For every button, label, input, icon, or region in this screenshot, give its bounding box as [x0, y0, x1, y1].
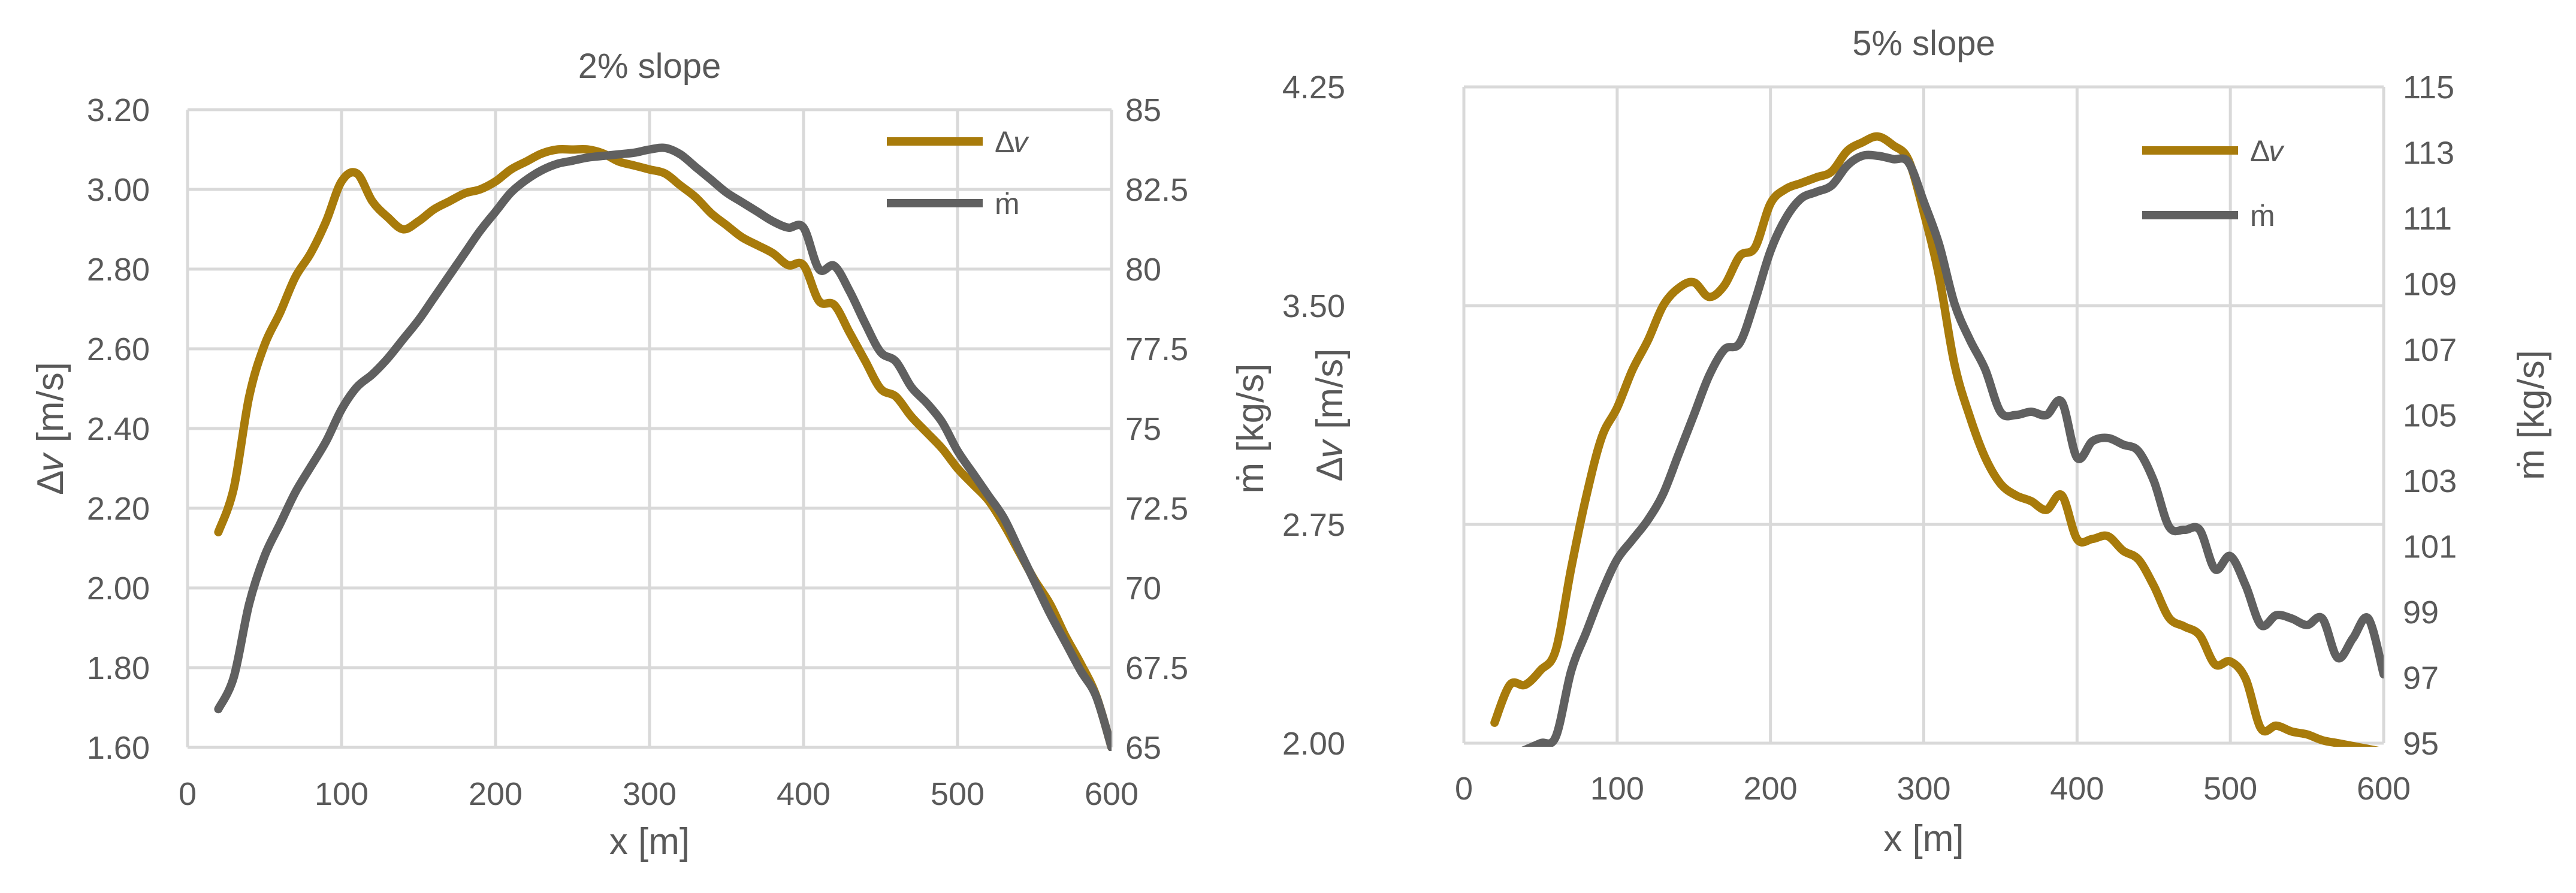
x-tick-label: 0: [179, 776, 197, 812]
y-tick-label: 2.75: [1282, 507, 1345, 543]
legend-entry: Δ𝑣: [887, 125, 1029, 159]
gridlines: [186, 108, 1113, 749]
y2-tick-label: 107: [2403, 332, 2457, 368]
x-axis-label: x [m]: [609, 821, 690, 862]
x-tick-label: 600: [1085, 776, 1138, 812]
y2-tick-label: 111: [2403, 201, 2452, 237]
x-tick-label: 0: [1455, 771, 1473, 807]
x-tick-label: 200: [1744, 771, 1798, 807]
series-line: [1490, 132, 2379, 747]
y2-tick-label: 77.5: [1125, 331, 1188, 367]
y-axis-label: Δ𝑣 [m/s]: [1309, 348, 1351, 481]
chart-title: 5% slope: [1852, 24, 1995, 63]
legend-entry: ṁ: [887, 187, 1020, 221]
y-tick-label: 4.25: [1282, 70, 1345, 105]
y2-tick-label: 105: [2403, 398, 2457, 434]
y2-tick-label: 72.5: [1125, 491, 1188, 527]
y2-axis-label: ṁ [kg/s]: [1230, 363, 1272, 493]
chart-2pct-slope: 2% slope 0 100 200 300 400 500 600 1.60 1.80 2.00 2…: [30, 47, 1272, 862]
y-tick-label: 1.80: [87, 650, 150, 686]
y2-tick-label: 99: [2403, 595, 2439, 630]
x-tick-label: 100: [1590, 771, 1644, 807]
y-tick-label: 2.00: [87, 571, 150, 607]
y-tick-label: 3.50: [1282, 288, 1345, 324]
y-tick-label: 3.00: [87, 172, 150, 208]
y2-tick-label: 95: [2403, 726, 2439, 762]
legend-entry: ṁ: [2142, 199, 2275, 233]
gridlines: [1462, 85, 2385, 745]
y-tick-label: 2.00: [1282, 726, 1345, 762]
x-tick-label: 600: [2357, 771, 2411, 807]
y-tick-label: 2.80: [87, 252, 150, 288]
series-line: [214, 143, 1112, 751]
y2-tick-label: 85: [1125, 92, 1161, 128]
chart-title: 2% slope: [578, 47, 721, 86]
x-tick-label: 400: [777, 776, 831, 812]
x-tick-label: 300: [623, 776, 677, 812]
y-tick-label: 2.60: [87, 331, 150, 367]
y2-tick-label: 101: [2403, 529, 2457, 565]
x-tick-label: 300: [1896, 771, 1950, 807]
y2-tick-label: 113: [2403, 135, 2454, 171]
y2-tick-label: 65: [1125, 730, 1161, 766]
y2-tick-label: 109: [2403, 267, 2457, 303]
series-line: [214, 145, 1112, 751]
y-tick-label: 1.60: [87, 730, 150, 766]
x-tick-label: 100: [315, 776, 369, 812]
y-tick-label: 2.20: [87, 491, 150, 527]
legend-label: ṁ: [2250, 199, 2275, 233]
y2-tick-label: 70: [1125, 571, 1161, 607]
y2-tick-label: 75: [1125, 411, 1161, 447]
y2-tick-label: 115: [2403, 70, 2454, 105]
y-tick-label: 2.40: [87, 411, 150, 447]
x-tick-label: 500: [2203, 771, 2257, 807]
y-tick-label: 3.20: [87, 92, 150, 128]
x-tick-label: 400: [2050, 771, 2104, 807]
y2-tick-label: 67.5: [1125, 650, 1188, 686]
series-line: [1521, 150, 2384, 747]
y2-tick-label: 80: [1125, 252, 1161, 288]
legend-label: ṁ: [995, 187, 1020, 221]
x-tick-label: 200: [469, 776, 523, 812]
x-axis-label: x [m]: [1883, 818, 1964, 859]
y2-tick-label: 97: [2403, 660, 2439, 696]
y2-axis-label: ṁ [kg/s]: [2511, 350, 2552, 480]
chart-5pct-slope: 5% slope 0 100 200 300 400 500 600 2.00 2.75 3.50 4…: [1282, 24, 2552, 859]
legend-entry: Δ𝑣: [2142, 134, 2285, 168]
legend-label: Δ𝑣: [2250, 134, 2285, 168]
y-axis-label: Δ𝑣 [m/s]: [30, 362, 71, 495]
x-tick-label: 500: [931, 776, 985, 812]
y2-tick-label: 103: [2403, 463, 2457, 499]
y2-tick-label: 82.5: [1125, 172, 1188, 208]
legend-label: Δ𝑣: [995, 125, 1029, 159]
